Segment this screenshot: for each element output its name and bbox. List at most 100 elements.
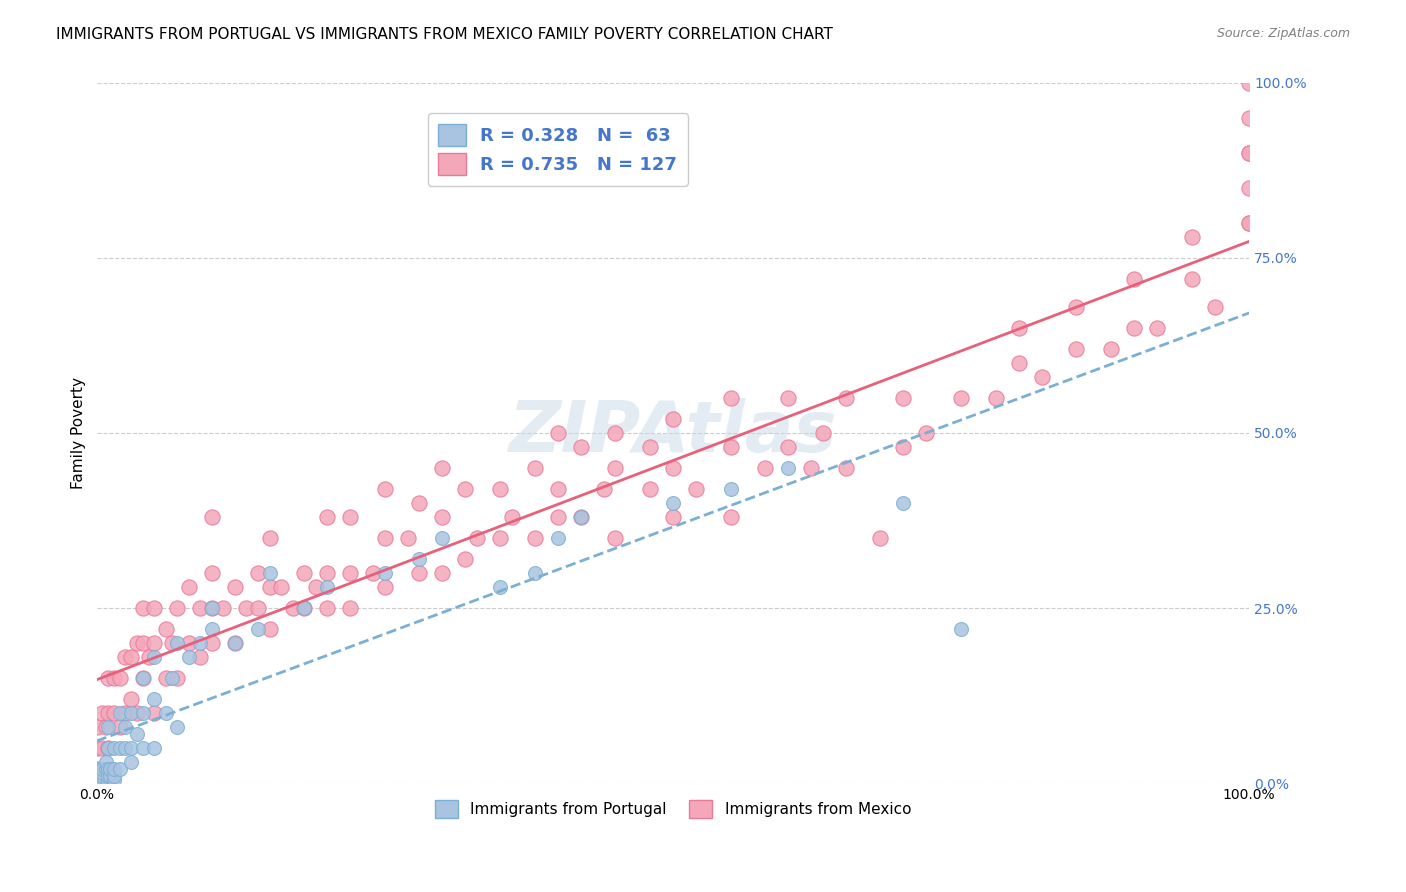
Point bbox=[97, 769, 120, 783]
Point bbox=[132, 706, 155, 720]
Point bbox=[143, 650, 166, 665]
Point bbox=[201, 636, 224, 650]
Point bbox=[160, 636, 183, 650]
Point bbox=[950, 391, 973, 405]
Point bbox=[893, 440, 915, 454]
Point bbox=[778, 391, 800, 405]
Point bbox=[97, 776, 120, 790]
Point bbox=[103, 671, 125, 685]
Point bbox=[120, 692, 142, 706]
Point bbox=[212, 601, 235, 615]
Point bbox=[270, 580, 292, 594]
Point bbox=[201, 601, 224, 615]
Point bbox=[103, 769, 125, 783]
Point bbox=[778, 440, 800, 454]
Point bbox=[685, 482, 707, 496]
Point bbox=[155, 706, 177, 720]
Point bbox=[1204, 300, 1226, 314]
Point bbox=[114, 706, 136, 720]
Point bbox=[132, 601, 155, 615]
Point bbox=[91, 772, 114, 787]
Point bbox=[950, 622, 973, 636]
Point bbox=[501, 510, 523, 524]
Point bbox=[114, 720, 136, 734]
Point bbox=[662, 461, 685, 475]
Point bbox=[224, 636, 246, 650]
Point bbox=[235, 601, 257, 615]
Point bbox=[114, 741, 136, 756]
Point bbox=[86, 769, 108, 783]
Point bbox=[374, 531, 396, 545]
Point bbox=[811, 425, 834, 440]
Point bbox=[605, 461, 627, 475]
Point bbox=[1064, 342, 1087, 356]
Point bbox=[432, 461, 454, 475]
Point bbox=[292, 601, 315, 615]
Point bbox=[166, 720, 188, 734]
Point bbox=[374, 482, 396, 496]
Point bbox=[281, 601, 304, 615]
Point bbox=[1008, 356, 1031, 370]
Point bbox=[869, 531, 891, 545]
Point bbox=[91, 765, 114, 780]
Legend: Immigrants from Portugal, Immigrants from Mexico: Immigrants from Portugal, Immigrants fro… bbox=[429, 794, 917, 824]
Point bbox=[247, 601, 270, 615]
Point bbox=[259, 566, 281, 580]
Y-axis label: Family Poverty: Family Poverty bbox=[72, 377, 86, 489]
Point bbox=[339, 510, 361, 524]
Point bbox=[489, 482, 512, 496]
Point bbox=[1146, 321, 1168, 335]
Point bbox=[224, 636, 246, 650]
Point bbox=[201, 510, 224, 524]
Point bbox=[108, 706, 131, 720]
Point bbox=[166, 671, 188, 685]
Point bbox=[224, 580, 246, 594]
Point bbox=[1237, 145, 1260, 160]
Point bbox=[86, 741, 108, 756]
Point bbox=[132, 671, 155, 685]
Point bbox=[97, 720, 120, 734]
Point bbox=[120, 741, 142, 756]
Point bbox=[177, 650, 200, 665]
Point bbox=[1237, 76, 1260, 90]
Point bbox=[605, 531, 627, 545]
Point bbox=[547, 425, 569, 440]
Point bbox=[103, 762, 125, 776]
Point bbox=[120, 706, 142, 720]
Point bbox=[396, 531, 419, 545]
Point bbox=[339, 601, 361, 615]
Point bbox=[125, 727, 148, 741]
Point bbox=[408, 496, 430, 510]
Point bbox=[523, 566, 546, 580]
Point bbox=[91, 706, 114, 720]
Point bbox=[408, 566, 430, 580]
Point bbox=[91, 769, 114, 783]
Point bbox=[143, 601, 166, 615]
Point bbox=[143, 741, 166, 756]
Point bbox=[103, 741, 125, 756]
Point bbox=[138, 650, 160, 665]
Point bbox=[720, 391, 742, 405]
Text: Source: ZipAtlas.com: Source: ZipAtlas.com bbox=[1216, 27, 1350, 40]
Point bbox=[569, 510, 592, 524]
Point bbox=[835, 391, 858, 405]
Point bbox=[247, 566, 270, 580]
Point bbox=[120, 650, 142, 665]
Point bbox=[374, 566, 396, 580]
Point bbox=[592, 482, 614, 496]
Point bbox=[108, 741, 131, 756]
Point bbox=[720, 510, 742, 524]
Point bbox=[132, 741, 155, 756]
Point bbox=[97, 741, 120, 756]
Point bbox=[143, 636, 166, 650]
Point bbox=[86, 776, 108, 790]
Point bbox=[1031, 370, 1053, 384]
Point bbox=[108, 762, 131, 776]
Point bbox=[569, 510, 592, 524]
Point bbox=[454, 552, 477, 566]
Point bbox=[984, 391, 1007, 405]
Point bbox=[547, 510, 569, 524]
Point bbox=[97, 762, 120, 776]
Point bbox=[1064, 300, 1087, 314]
Point bbox=[125, 636, 148, 650]
